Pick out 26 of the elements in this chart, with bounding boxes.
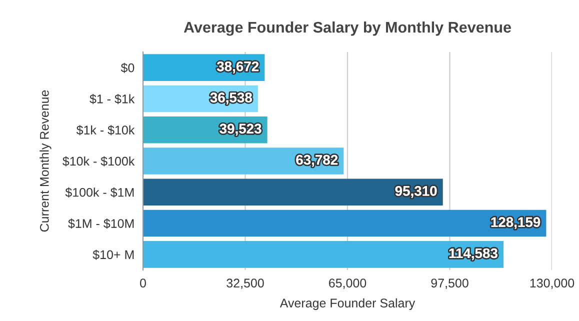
bar	[143, 241, 504, 268]
bar	[143, 210, 546, 237]
bar	[143, 178, 443, 206]
y-axis-title: Current Monthly Revenue	[40, 90, 52, 232]
data-label: 36,538	[210, 92, 252, 104]
data-label: 114,583	[449, 248, 498, 260]
x-axis-title: Average Founder Salary	[280, 298, 416, 310]
data-label: 128,159	[491, 217, 540, 230]
data-label: 39,523	[220, 124, 262, 136]
y-tick-label: $10k - $100k	[62, 156, 135, 166]
x-tick-label: 65,000	[329, 278, 366, 289]
x-tick-label: 97,500	[431, 278, 468, 289]
data-label: 38,672	[216, 61, 259, 74]
y-tick-label: $100k - $1M	[65, 187, 134, 198]
x-tick-label: 32,500	[226, 278, 264, 289]
bar	[143, 148, 344, 174]
y-tick-label: $0	[120, 62, 134, 73]
x-tick-label: 0	[140, 278, 146, 288]
data-label: 95,310	[395, 186, 437, 198]
y-tick-label: $10+ M	[92, 250, 134, 260]
y-tick-label: $1k - $10k	[76, 125, 135, 136]
data-label: 63,782	[296, 154, 338, 167]
y-tick-label: $1M - $10M	[68, 218, 134, 229]
chart-title: Average Founder Salary by Monthly Revenue	[184, 21, 511, 36]
x-tick-label: 130,000	[530, 278, 574, 289]
y-tick-label: $1 - $1k	[90, 94, 135, 104]
